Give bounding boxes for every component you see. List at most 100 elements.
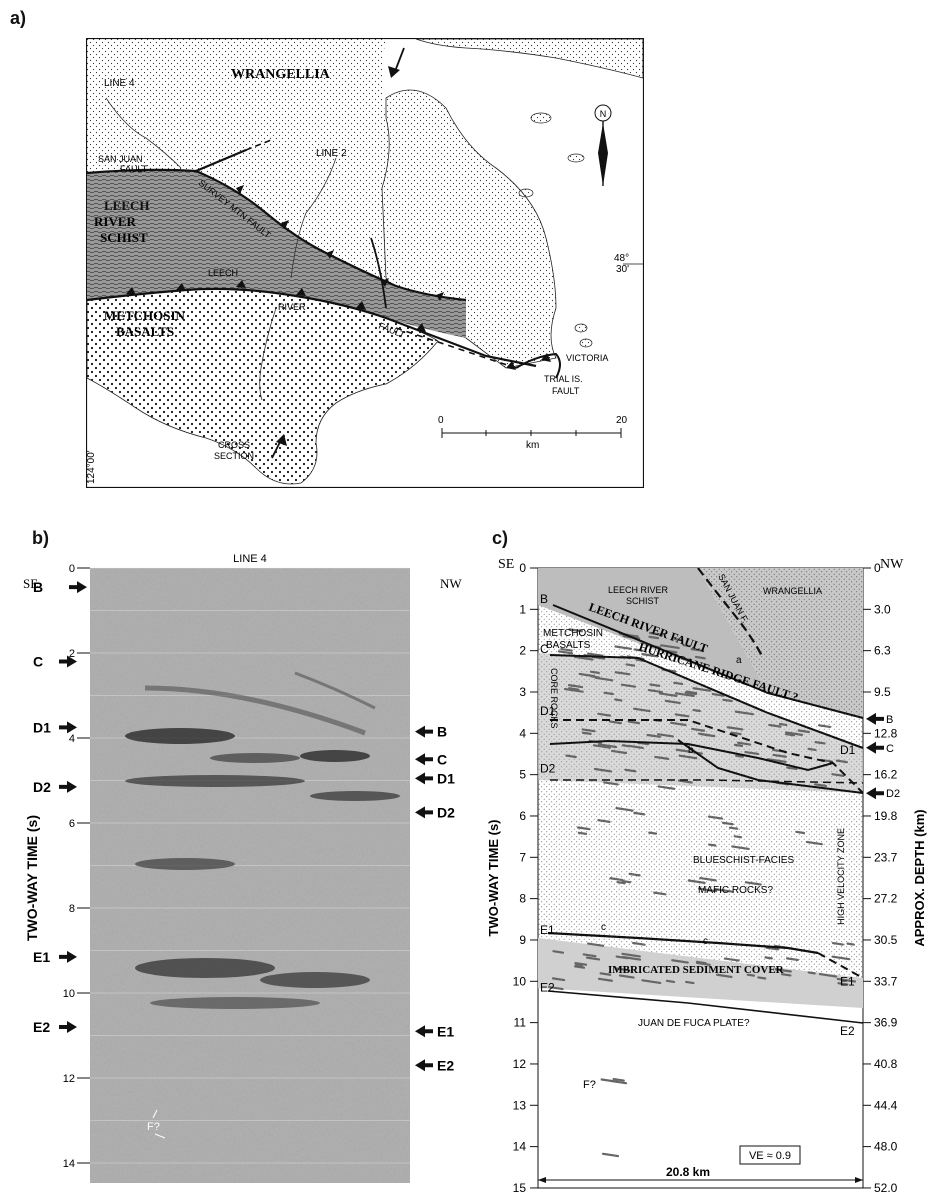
core-rocks-area [538,653,863,793]
seismic-marker-label: D2 [437,804,455,820]
section-time-tick: 0 [519,561,526,575]
leech-river-fault-line [86,287,537,368]
section-marker-label: E1 [840,974,855,988]
svg-text:SECTION: SECTION [214,451,254,461]
svg-text:LINE 2: LINE 2 [316,148,347,159]
interpreted-cross-section: SE NW LEECH RIVER SCHIST WRANGELLIA SAN … [488,557,927,1194]
seismic-marker-label: C [437,751,447,767]
svg-text:HIGH VELOCITY ZONE: HIGH VELOCITY ZONE [836,828,846,925]
section-time-tick: 9 [519,933,526,947]
svg-text:LEECH RIVER: LEECH RIVER [608,585,669,595]
seismic-tick-label: 8 [69,903,75,915]
svg-text:JUAN DE FUCA PLATE?: JUAN DE FUCA PLATE? [638,1018,750,1029]
section-time-tick: 12 [513,1057,527,1071]
panel-label-b: b) [32,528,49,548]
survey-mtn-fault-line [195,169,467,302]
section-depth-tick: 30.5 [874,933,898,947]
section-time-tick: 6 [519,809,526,823]
seismic-right-markers: BC D1 D2 E1 E2 [415,724,455,1073]
northeast-coast [415,38,644,79]
svg-text:c: c [601,922,606,933]
svg-text:0: 0 [438,415,444,426]
svg-text:NW: NW [440,576,462,591]
svg-text:30': 30' [616,264,629,275]
panel-label-c: c) [492,528,509,548]
seismic-tick-label: 0 [69,563,75,575]
svg-text:LINE 4: LINE 4 [233,553,267,565]
svg-text:METCHOSIN: METCHOSIN [104,308,186,323]
svg-text:48°: 48° [614,253,629,264]
svg-text:CORE ROCKS: CORE ROCKS [549,668,559,729]
seismic-section: LINE 4 SE NW 0 2 4 6 8 10 12 14 TWO-WAY TIME (s… [23,553,462,1183]
svg-text:RIVER: RIVER [94,214,137,229]
svg-text:a: a [736,655,742,666]
seismic-left-markers: B C D1 D2 E1 E2 [33,579,87,1035]
seismic-tick-label: 6 [69,818,75,830]
section-width-label: 20.8 km [666,1165,710,1179]
svg-text:WRANGELLIA: WRANGELLIA [231,67,331,82]
svg-text:BASALTS: BASALTS [116,324,174,339]
section-depth-tick: 19.8 [874,809,898,823]
section-marker-label: D2 [886,788,900,800]
svg-text:CROSS: CROSS [218,440,250,450]
section-depth-tick: 6.3 [874,644,891,658]
section-depth-tick: 33.7 [874,974,898,988]
scale-bar: 0 20 km [438,415,628,451]
seismic-marker-label: E1 [437,1023,454,1039]
svg-text:F?: F? [583,1079,596,1091]
svg-text:BASALTS: BASALTS [546,640,591,651]
section-marker-label: E2 [540,981,555,995]
seismic-marker-label: E2 [437,1057,454,1073]
seismic-marker-label: B [437,724,447,740]
svg-text:RIVER: RIVER [278,302,306,312]
section-depth-tick: 52.0 [874,1181,898,1194]
section-marker-label: D1 [540,704,556,718]
seismic-tick-label: 12 [63,1073,75,1085]
seismic-tick-label: 14 [63,1158,75,1170]
section-depth-tick: 23.7 [874,850,898,864]
svg-text:20: 20 [616,415,628,426]
section-time-tick: 14 [513,1140,527,1154]
svg-text:APPROX. DEPTH (km): APPROX. DEPTH (km) [912,809,927,946]
svg-text:b: b [688,745,694,756]
section-time-tick: 8 [519,892,526,906]
leech-river-schist-region [87,170,466,338]
svg-text:WRANGELLIA: WRANGELLIA [763,586,822,596]
section-time-tick: 4 [519,726,526,740]
svg-text:F?: F? [147,1121,160,1133]
svg-text:km: km [526,440,539,451]
svg-text:TRIAL IS.: TRIAL IS. [544,374,583,384]
section-marker-label: B [886,714,893,726]
svg-text:SE: SE [498,557,514,572]
seismic-tick-label: 2 [69,648,75,660]
section-right-markers: B C D1 D2 E1 E2 [840,712,900,1038]
panel-label-a: a) [10,8,27,28]
section-time-tick: 1 [519,602,526,616]
svg-text:NW: NW [880,557,904,572]
seismic-marker-label: C [33,654,43,670]
section-time-tick: 10 [513,974,527,988]
section-time-tick: 15 [513,1181,527,1194]
section-depth-tick: 36.9 [874,1016,898,1030]
section-depth-tick: 0 [874,561,881,575]
seismic-tick-label: 10 [63,988,75,1000]
geologic-map: N 48° 30' 124°00' 0 20 km WRANGELLIA LIN… [86,38,644,488]
svg-text:N: N [600,109,607,119]
svg-text:METCHOSIN: METCHOSIN [543,628,603,639]
section-depth-tick: 44.4 [874,1098,898,1112]
svg-text:LEECH: LEECH [104,198,150,213]
section-depth-tick: 3.0 [874,602,891,616]
section-marker-label: E1 [540,923,555,937]
section-time-tick: 5 [519,768,526,782]
section-depth-axis: 0 3.0 6.3 9.5 12.8 16.2 19.8 23.7 27.2 30.5 33.7 36… [863,561,898,1194]
section-marker-label: E2 [840,1024,855,1038]
section-depth-tick: 12.8 [874,726,898,740]
seismic-y-label: TWO-WAY TIME (s) [24,815,40,941]
svg-text:FAULT: FAULT [552,386,580,396]
section-marker-label: D1 [840,743,856,757]
section-depth-tick: 40.8 [874,1057,898,1071]
section-marker-label: C [540,642,549,656]
section-time-tick: 7 [519,850,526,864]
san-juan-fault-line [86,148,247,175]
